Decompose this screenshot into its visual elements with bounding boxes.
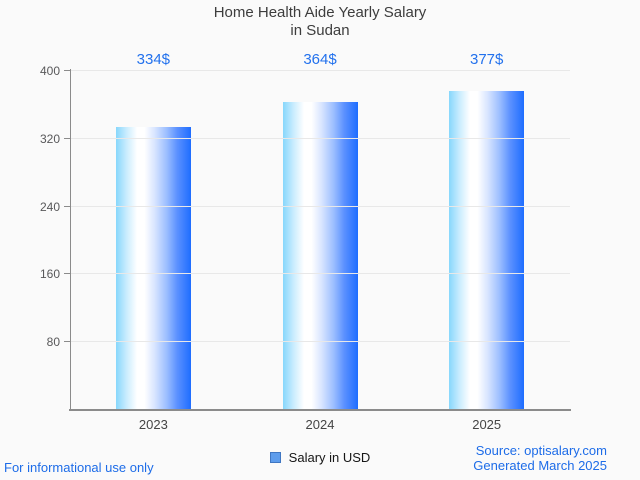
y-axis-tick [64,273,70,275]
y-axis-tick [64,137,70,139]
footer-generated: Generated March 2025 [473,458,607,473]
y-axis-label: 240 [39,199,60,214]
bar-column [70,71,237,410]
chart-title-line2: in Sudan [290,22,350,39]
bars-layer [70,71,570,410]
bar-2024[interactable] [282,101,358,410]
y-axis-line [70,69,71,410]
x-axis-line [69,409,571,411]
x-axis-label: 2023 [138,417,168,432]
y-axis-label: 80 [46,335,60,350]
y-axis-tick [64,205,70,207]
x-axis-labels-row: 2023 2024 2025 [70,417,570,432]
bar-2023[interactable] [115,126,191,410]
value-label: 334$ [136,51,171,68]
gridline [70,341,570,343]
footer-disclaimer: For informational use only [4,460,154,475]
bar-column [237,71,404,410]
value-labels-row: 334$ 364$ 377$ [70,51,570,68]
legend-marker-icon [269,452,281,463]
y-axis-label: 160 [39,267,60,282]
y-axis-tick [64,341,70,343]
value-label: 364$ [303,51,337,68]
chart-title: Home Health Aide Yearly Salary in Sudan [0,4,640,40]
footer-source: Source: optisalary.com [475,443,607,458]
footer-source-block: Source: optisalary.com Generated March 2… [473,443,607,473]
y-axis-label: 400 [39,64,60,78]
gridline [70,273,570,275]
plot-area: 80 160 240 320 400 [40,64,570,410]
gridline [70,137,570,139]
bar-column [403,71,570,410]
chart-title-line1: Home Health Aide Yearly Salary [213,4,427,21]
value-label: 377$ [469,51,504,68]
x-axis-label: 2025 [472,417,502,432]
legend-label: Salary in USD [288,450,371,465]
x-axis-label: 2024 [305,417,335,432]
y-axis-label: 320 [39,131,60,146]
legend: Salary in USD [0,450,640,465]
gridline [70,70,570,71]
y-axis-tick [64,70,70,71]
gridline [70,205,570,207]
bar-2025[interactable] [449,90,525,410]
